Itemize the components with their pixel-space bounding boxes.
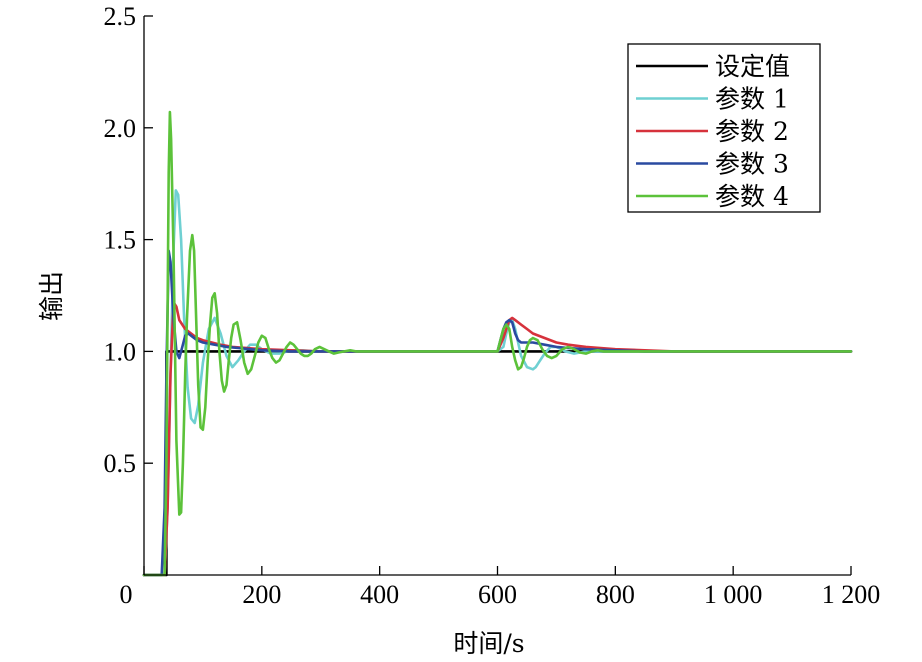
x-tick-label: 600 <box>478 580 517 609</box>
y-tick-label: 2.5 <box>104 2 137 31</box>
series-line-1 <box>142 350 853 577</box>
legend-label: 参数 3 <box>715 150 789 179</box>
legend-label: 参数 4 <box>715 182 789 211</box>
x-tick-label: 1 200 <box>822 580 881 609</box>
y-tick-label: 2.0 <box>104 114 137 143</box>
axes: 0 200 400 600 800 1 000 1 200 0.5 1.0 1.5 2.0 2.5 <box>104 2 881 609</box>
y-tick-label: 1.0 <box>104 337 137 366</box>
series-line-3 <box>142 300 853 577</box>
plot-area <box>142 110 853 577</box>
legend-label: 参数 2 <box>715 117 789 146</box>
series-line-4 <box>142 249 853 577</box>
y-tick-label: 0.5 <box>104 449 137 478</box>
x-tick-label: 200 <box>242 580 281 609</box>
x-tick-label: 800 <box>596 580 635 609</box>
legend-box <box>627 43 821 213</box>
x-axis-label: 时间/s <box>453 629 524 658</box>
y-tick-label: 1.5 <box>104 226 137 255</box>
x-tick-label: 1 000 <box>704 580 763 609</box>
series-line-5 <box>142 110 853 577</box>
x-tick-label: 0 <box>120 580 133 609</box>
legend-label: 设定值 <box>715 52 790 81</box>
series-line-2 <box>142 189 853 577</box>
legend-label: 参数 1 <box>715 85 789 114</box>
y-axis-label: 输出 <box>37 271 66 321</box>
x-tick-label: 400 <box>360 580 399 609</box>
